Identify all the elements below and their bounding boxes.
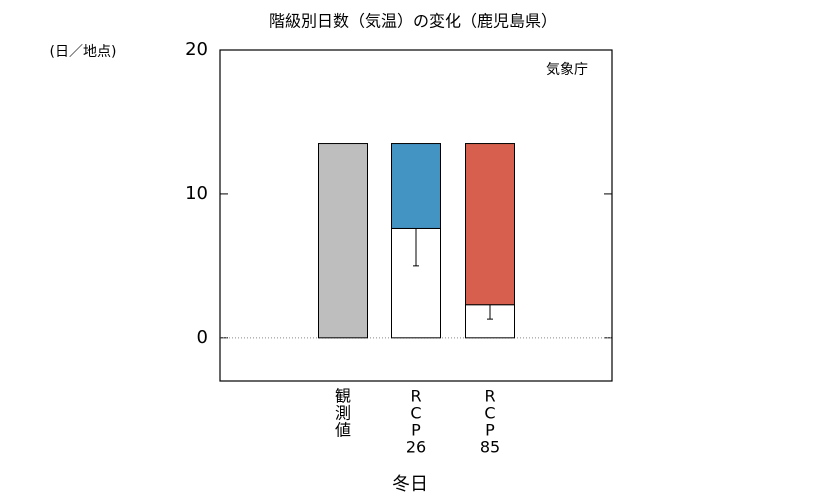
x-tick-label: C — [410, 404, 421, 423]
x-axis-label: 冬日 — [392, 474, 428, 495]
x-tick-label: P — [485, 421, 495, 440]
x-tick-label: 観 — [335, 387, 351, 406]
x-tick-label: 85 — [480, 438, 500, 457]
bar-segment — [391, 143, 441, 229]
x-tick-label: 26 — [406, 438, 426, 457]
y-unit: (日／地点) — [50, 44, 117, 60]
x-tick-label: R — [484, 387, 495, 406]
x-tick-label: R — [410, 387, 421, 406]
bar-segment — [318, 143, 368, 339]
y-tick-label: 0 — [197, 327, 208, 348]
bar-segment — [465, 143, 515, 306]
y-tick-label: 10 — [185, 183, 208, 204]
y-tick-label: 20 — [185, 39, 208, 60]
source: 気象庁 — [546, 62, 588, 78]
x-tick-label: 測 — [335, 404, 351, 423]
x-tick-label: C — [484, 404, 495, 423]
x-tick-label: 値 — [335, 421, 351, 440]
chart-title: 階級別日数（気温）の変化（鹿児島県） — [269, 12, 557, 31]
x-tick-label: P — [411, 421, 421, 440]
plot-frame — [219, 49, 613, 382]
